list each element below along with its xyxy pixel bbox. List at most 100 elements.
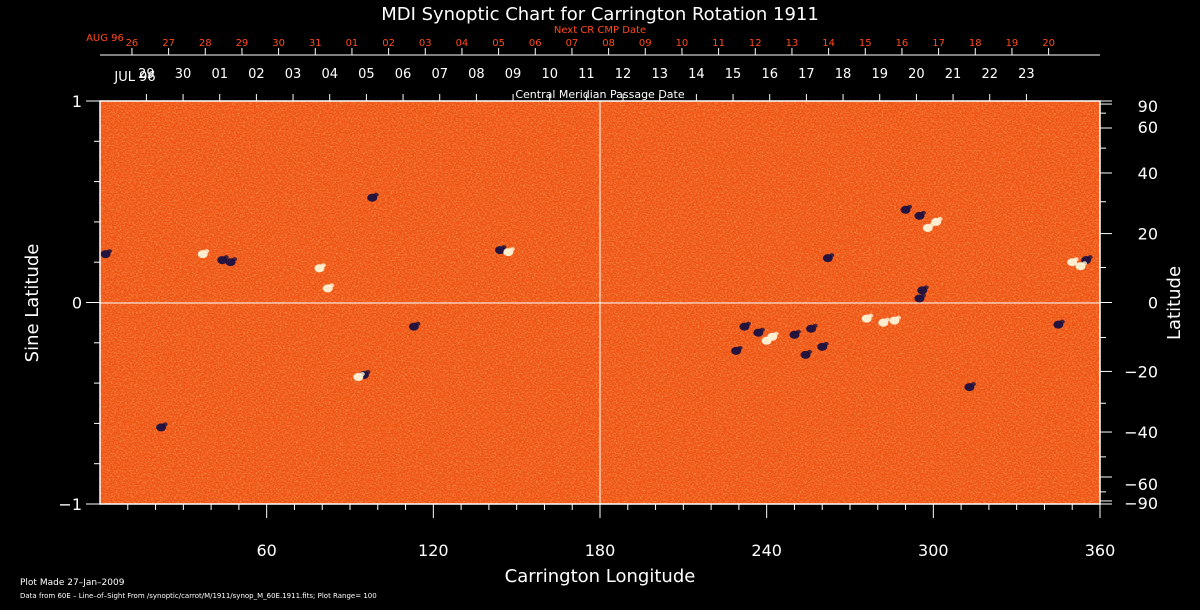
cmp-day-label: 30 xyxy=(175,67,192,82)
next-cmp-day-label: 09 xyxy=(639,38,652,49)
next-cmp-day-label: 16 xyxy=(896,38,909,49)
negative-polarity-speck xyxy=(823,341,829,346)
cmp-day-label: 12 xyxy=(615,67,632,82)
negative-polarity-speck xyxy=(162,422,168,427)
cmp-day-label: 02 xyxy=(248,67,265,82)
next-cmp-day-label: 03 xyxy=(419,38,432,49)
y-right-tick-label: 0 xyxy=(1148,294,1158,313)
cmp-day-label: 07 xyxy=(431,67,448,82)
x-tick-label: 300 xyxy=(918,541,949,560)
cmp-day-label: 11 xyxy=(578,67,595,82)
next-cmp-day-label: 05 xyxy=(492,38,505,49)
cmp-day-label: 23 xyxy=(1018,67,1035,82)
cmp-day-label: 18 xyxy=(835,67,852,82)
negative-polarity-speck xyxy=(745,321,751,326)
positive-polarity-speck xyxy=(868,313,874,318)
negative-polarity-speck xyxy=(807,349,813,354)
negative-polarity-speck xyxy=(907,204,913,209)
y-axis-right-ticks: 90 60 40 20 0 −20 −40 −60−90 xyxy=(1100,97,1158,513)
cmp-day-label: 16 xyxy=(761,67,778,82)
x-tick-label: 180 xyxy=(585,541,616,560)
negative-polarity-speck xyxy=(920,293,926,298)
cmp-ticks: 23 22 21 20 19 18 17 16 15 14 13 12 11 10 09 08 07 06 05 04… xyxy=(138,67,1035,101)
next-cmp-day-label: 07 xyxy=(566,38,579,49)
cmp-day-label: 21 xyxy=(945,67,962,82)
magnetogram-map xyxy=(100,101,1100,504)
y-right-tick-label: −20 xyxy=(1124,362,1158,381)
next-cmp-day-label: 11 xyxy=(712,38,725,49)
y-right-tick-label: 90 xyxy=(1138,97,1158,116)
negative-polarity-speck xyxy=(1059,319,1065,324)
next-cmp-day-label: 08 xyxy=(602,38,615,49)
cmp-day-label: 03 xyxy=(285,67,302,82)
positive-polarity-speck xyxy=(329,283,335,288)
next-cmp-day-label: 10 xyxy=(676,38,689,49)
x-tick-label: 360 xyxy=(1085,541,1116,560)
cmp-day-label: 10 xyxy=(541,67,558,82)
next-cmp-day-label: 04 xyxy=(456,38,469,49)
positive-polarity-speck xyxy=(204,249,210,254)
negative-polarity-speck xyxy=(737,345,743,350)
y-right-tick-label: 60 xyxy=(1138,118,1158,137)
magnetic-features xyxy=(100,192,1093,432)
next-cmp-month-label: AUG 96 xyxy=(86,33,124,44)
next-cmp-day-label: 14 xyxy=(822,38,835,49)
next-cmp-day-label: 29 xyxy=(236,38,249,49)
positive-polarity-speck xyxy=(773,331,779,336)
positive-polarity-speck xyxy=(1073,257,1079,262)
positive-polarity-speck xyxy=(1082,261,1088,266)
next-cmp-day-label: 15 xyxy=(859,38,872,49)
positive-polarity-speck xyxy=(320,263,326,268)
x-axis-ticks: 60 120 180 240 300 360 xyxy=(127,504,1116,560)
y-right-tick-label: 40 xyxy=(1138,164,1158,183)
chart-title: MDI Synoptic Chart for Carrington Rotati… xyxy=(381,4,819,25)
next-cmp-ticks: 20 19 18 17 16 15 14 13 12 11 10 09 08 07 06 05 04 03 02 01… xyxy=(126,38,1055,55)
negative-polarity-speck xyxy=(107,249,113,254)
next-cmp-day-label: 01 xyxy=(346,38,359,49)
negative-polarity-speck xyxy=(373,192,379,197)
y-right-tick-label: −60 xyxy=(1124,475,1158,494)
y-left-tick-label: −1 xyxy=(58,495,82,514)
x-tick-label: 120 xyxy=(418,541,449,560)
cmp-day-label: 06 xyxy=(395,67,412,82)
next-cmp-day-label: 02 xyxy=(382,38,395,49)
positive-polarity-speck xyxy=(895,315,901,320)
positive-polarity-speck xyxy=(884,317,890,322)
cmp-day-label: 14 xyxy=(688,67,705,82)
next-cmp-day-label: 26 xyxy=(126,38,139,49)
cmp-day-label: 08 xyxy=(468,67,485,82)
positive-polarity-speck xyxy=(937,216,943,221)
cmp-day-label: 13 xyxy=(651,67,668,82)
y-axis-left-ticks: 1 0 −1 xyxy=(58,92,100,514)
negative-polarity-speck xyxy=(970,382,976,387)
negative-polarity-speck xyxy=(223,255,229,260)
cmp-month-label: JUL 96 xyxy=(113,70,155,85)
x-axis-label: Carrington Longitude xyxy=(505,566,696,587)
next-cmp-day-label: 17 xyxy=(932,38,945,49)
data-source-footer: Data from 60E – Line–of–Sight From /syno… xyxy=(20,592,377,600)
cmp-day-label: 20 xyxy=(908,67,925,82)
negative-polarity-speck xyxy=(812,323,818,328)
positive-polarity-speck xyxy=(509,247,515,252)
plot-made-footer: Plot Made 27–Jan–2009 xyxy=(20,578,125,588)
next-cmp-axis-label: Next CR CMP Date xyxy=(554,25,646,36)
cmp-axis-label: Central Meridian Passage Date xyxy=(515,88,684,101)
negative-polarity-speck xyxy=(759,327,765,332)
negative-polarity-speck xyxy=(501,245,507,250)
next-cmp-day-label: 18 xyxy=(969,38,982,49)
cmp-day-label: 15 xyxy=(725,67,742,82)
negative-polarity-speck xyxy=(923,285,929,290)
next-cmp-day-label: 30 xyxy=(272,38,285,49)
y-axis-right-label: Latitude xyxy=(1164,266,1185,340)
cmp-day-label: 19 xyxy=(871,67,888,82)
next-cmp-day-label: 31 xyxy=(309,38,322,49)
next-cmp-day-label: 27 xyxy=(162,38,175,49)
negative-polarity-speck xyxy=(232,257,238,262)
y-left-tick-label: 0 xyxy=(72,294,82,313)
negative-polarity-speck xyxy=(1087,255,1093,260)
y-axis-left-label: Sine Latitude xyxy=(22,244,43,363)
positive-polarity-speck xyxy=(359,372,365,377)
next-cmp-day-label: 12 xyxy=(749,38,762,49)
x-tick-label: 240 xyxy=(751,541,782,560)
